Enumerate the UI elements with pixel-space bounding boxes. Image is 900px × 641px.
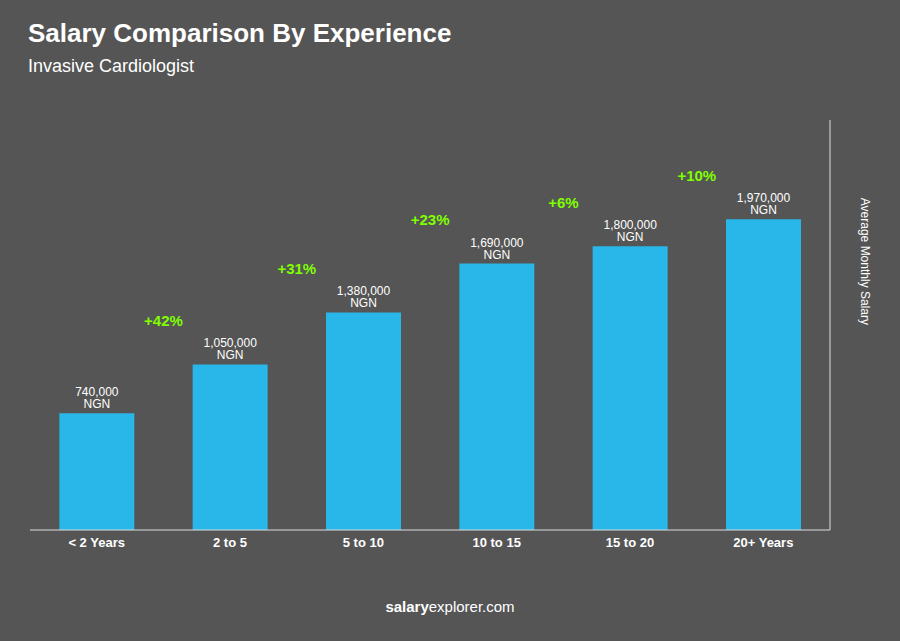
svg-text:+6%: +6% <box>548 194 578 211</box>
svg-text:Average Monthly Salary: Average Monthly Salary <box>858 198 872 325</box>
html-text:Salary Comparison By Experienc: Salary Comparison By Experience <box>28 18 452 48</box>
svg-text:1,800,000NGN: 1,800,000NGN <box>603 218 657 244</box>
svg-text:740,000NGN: 740,000NGN <box>75 385 119 411</box>
svg-text:+10%: +10% <box>677 167 716 184</box>
svg-text:+23%: +23% <box>411 211 450 228</box>
svg-text:10 to 15: 10 to 15 <box>472 535 520 550</box>
svg-text:1,050,000NGN: 1,050,000NGN <box>203 336 257 362</box>
svg-text:5 to 10: 5 to 10 <box>343 535 384 550</box>
svg-text:1,380,000NGN: 1,380,000NGN <box>337 284 391 310</box>
svg-text:+31%: +31% <box>277 260 316 277</box>
svg-text:2 to 5: 2 to 5 <box>213 535 247 550</box>
html-text:Invasive Cardiologist: Invasive Cardiologist <box>28 56 195 76</box>
svg-text:1,690,000NGN: 1,690,000NGN <box>470 236 524 262</box>
svg-text:15 to 20: 15 to 20 <box>606 535 654 550</box>
svg-text:+42%: +42% <box>144 312 183 329</box>
svg-text:< 2 Years: < 2 Years <box>68 535 125 550</box>
svg-text:1,970,000NGN: 1,970,000NGN <box>737 191 791 217</box>
svg-text:20+ Years: 20+ Years <box>733 535 793 550</box>
html-text:salary explorer.com: salary explorer.com <box>385 598 515 615</box>
